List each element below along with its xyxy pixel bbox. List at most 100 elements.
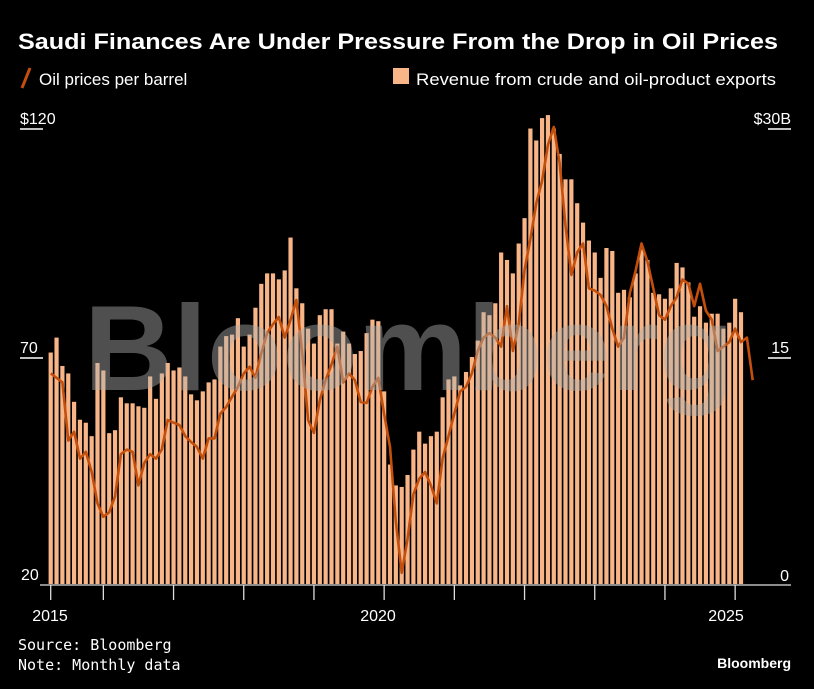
revenue-bar (727, 322, 732, 584)
revenue-bar (481, 312, 486, 584)
revenue-bar (224, 336, 229, 584)
revenue-bar (329, 309, 334, 584)
revenue-bar (680, 267, 685, 584)
revenue-bar (575, 203, 580, 584)
revenue-bar (229, 334, 235, 584)
revenue-bar (522, 218, 527, 584)
revenue-bar (382, 391, 387, 584)
revenue-bar (200, 391, 205, 584)
revenue-bar (738, 312, 744, 584)
revenue-bar (112, 430, 118, 584)
revenue-bar (183, 376, 188, 584)
revenue-bar (499, 252, 504, 585)
revenue-bar (686, 282, 691, 584)
revenue-bar (633, 273, 638, 584)
revenue-bar (387, 464, 393, 584)
revenue-bar (540, 118, 545, 584)
revenue-bar (434, 431, 439, 584)
revenue-bar (83, 422, 88, 584)
revenue-bar (733, 298, 738, 584)
legend: Oil prices per barrel Revenue from crude… (20, 67, 776, 89)
revenue-bar (171, 370, 176, 584)
revenue-bar (487, 315, 492, 584)
revenue-bar (446, 379, 451, 584)
revenue-bar (563, 179, 568, 584)
revenue-bar (475, 340, 480, 584)
revenue-bar (657, 294, 662, 584)
revenue-bar (89, 436, 94, 584)
revenue-bar (458, 385, 463, 584)
x-tick-label: 2020 (360, 608, 396, 625)
revenue-bar (306, 328, 311, 584)
legend-label-revenue: Revenue from crude and oil-product expor… (416, 70, 776, 89)
revenue-bar (428, 436, 434, 584)
revenue-bar (557, 153, 562, 585)
revenue-bars (48, 115, 744, 585)
revenue-bar (241, 346, 246, 584)
left-tick-label: 20 (21, 567, 39, 584)
revenue-bar (101, 370, 106, 584)
revenue-bar (259, 283, 264, 584)
watermark: Bloomberg (84, 280, 734, 416)
revenue-bar (194, 400, 200, 584)
revenue-bar (364, 333, 369, 584)
legend-line-swatch (20, 67, 32, 89)
x-tick-label: 2015 (32, 608, 68, 625)
revenue-bar (709, 313, 714, 584)
revenue-bar (510, 273, 515, 584)
revenue-bar (715, 313, 720, 584)
revenue-bar (218, 346, 223, 584)
left-tick-label: 70 (20, 340, 38, 357)
revenue-bar (358, 351, 363, 584)
revenue-bar (48, 352, 53, 584)
revenue-bar (60, 365, 65, 584)
revenue-bar (376, 321, 381, 584)
revenue-bar (317, 315, 322, 584)
revenue-bar (300, 303, 305, 584)
right-tick-label: 0 (780, 568, 789, 585)
revenue-bar (463, 371, 469, 584)
revenue-bar (77, 419, 83, 584)
chart-title: Saudi Finances Are Under Pressure From t… (18, 29, 778, 54)
revenue-bar (598, 277, 603, 584)
oil-price-line (49, 125, 754, 575)
revenue-bar (662, 298, 668, 584)
revenue-bar (341, 331, 346, 584)
revenue-bar (586, 240, 591, 585)
revenue-bar (124, 403, 129, 584)
revenue-bar (282, 270, 287, 584)
revenue-bar (165, 362, 170, 584)
revenue-bar (72, 401, 77, 584)
revenue-bar (270, 273, 276, 584)
revenue-bar (253, 307, 258, 584)
revenue-bar (346, 343, 352, 584)
revenue-bar (592, 252, 597, 585)
revenue-bar (323, 309, 328, 584)
revenue-bar (621, 289, 627, 584)
revenue-bar (703, 322, 708, 584)
x-axis-ticks (50, 585, 736, 600)
revenue-bar (142, 407, 147, 584)
revenue-bar (639, 249, 644, 584)
source-note: Source: Bloomberg (18, 636, 172, 654)
revenue-bar (393, 485, 398, 584)
x-tick-label: 2025 (708, 608, 744, 625)
revenue-bar (206, 382, 211, 584)
revenue-bar (189, 394, 194, 584)
revenue-bar (697, 306, 703, 584)
revenue-bar (721, 328, 726, 584)
revenue-bar (493, 303, 498, 584)
revenue-bar (604, 248, 609, 584)
revenue-bar (610, 250, 615, 584)
revenue-bar (130, 403, 135, 584)
right-tick-label: 15 (771, 340, 789, 357)
data-note: Note: Monthly data (18, 656, 181, 674)
revenue-bar (370, 319, 375, 584)
revenue-bar (159, 373, 164, 584)
revenue-bar (177, 367, 182, 584)
revenue-bar (235, 318, 240, 584)
revenue-bar (335, 343, 340, 584)
revenue-bar (528, 128, 533, 585)
left-tick-label: $120 (20, 111, 56, 128)
